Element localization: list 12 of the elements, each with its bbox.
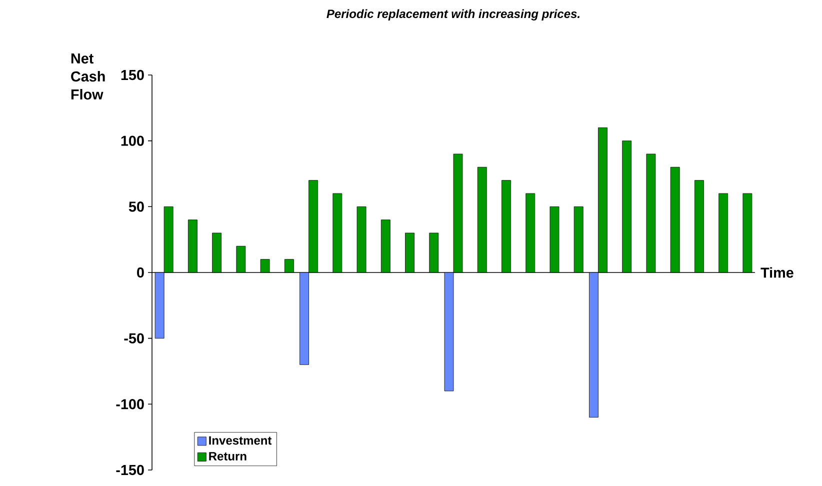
x-axis-title: Time: [760, 267, 794, 278]
y-tick-label: 0: [137, 267, 144, 278]
y-axis-title: Net Cash Flow: [71, 54, 105, 100]
y-tick-label: -150: [116, 464, 144, 476]
y-tick-label: 50: [128, 202, 144, 212]
chart-title: Periodic replacement with increasing prices.: [326, 9, 580, 20]
legend-label: Return: [209, 452, 246, 460]
y-tick-label: -50: [124, 333, 144, 344]
y-tick-label: 150: [121, 70, 144, 80]
y-tick-label: 100: [121, 136, 144, 146]
y-tick-label: -100: [116, 399, 144, 410]
legend-label: Investment: [209, 436, 272, 445]
